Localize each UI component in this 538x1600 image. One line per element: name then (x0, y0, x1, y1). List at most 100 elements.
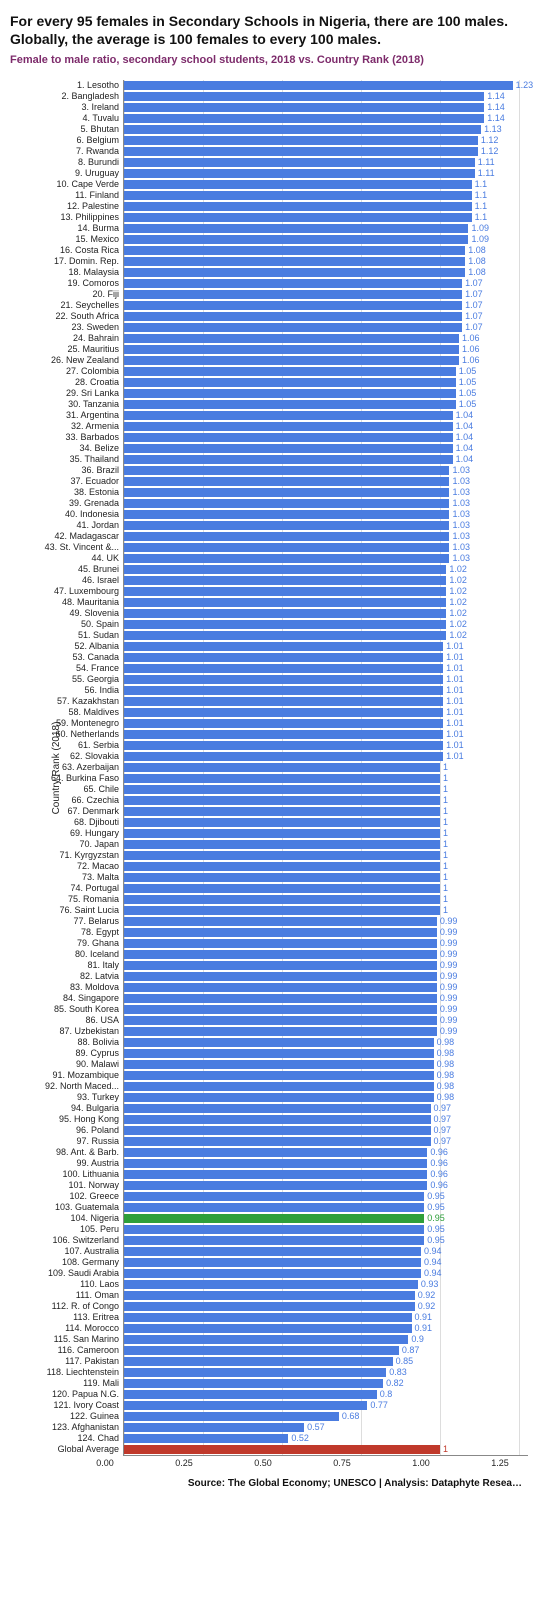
bar-label: 95. Hong Kong (28, 1114, 123, 1125)
bar (124, 1159, 427, 1168)
bar-label: 81. Italy (28, 960, 123, 971)
bar (124, 675, 443, 684)
bar-value: 1 (443, 795, 448, 806)
bar-value: 0.95 (427, 1213, 445, 1224)
bar-value: 0.94 (424, 1246, 442, 1257)
bar-label: 34. Belize (28, 443, 123, 454)
bar-value: 1 (443, 817, 448, 828)
bar-value: 1.02 (449, 608, 467, 619)
bar-value: 0.91 (415, 1323, 433, 1334)
bar (124, 1170, 427, 1179)
bar-label: 96. Poland (28, 1125, 123, 1136)
bar (124, 1038, 434, 1047)
bar-value: 1 (443, 806, 448, 817)
bar-value: 1 (443, 762, 448, 773)
bar (124, 1269, 421, 1278)
bar-label: 27. Colombia (28, 366, 123, 377)
bar-value: 0.52 (291, 1433, 309, 1444)
bar-label: 4. Tuvalu (28, 113, 123, 124)
bar (124, 1082, 434, 1091)
bar (124, 1181, 427, 1190)
bar-label: 45. Brunei (28, 564, 123, 575)
bar (124, 169, 475, 178)
bar-value: 0.96 (430, 1147, 448, 1158)
bar (124, 1192, 424, 1201)
bar-value: 1.02 (449, 564, 467, 575)
bar-value: 1.03 (452, 465, 470, 476)
bar-value: 1.03 (452, 509, 470, 520)
bar-value: 1.1 (475, 179, 488, 190)
bar-label: 71. Kyrgyzstan (28, 850, 123, 861)
bar-value: 1 (443, 1444, 448, 1455)
bar (124, 81, 513, 90)
bar-value: 1.07 (465, 278, 483, 289)
bar (124, 686, 443, 695)
bar (124, 807, 440, 816)
bar-value: 1.02 (449, 630, 467, 641)
bar (124, 1324, 412, 1333)
bar-label: 46. Israel (28, 575, 123, 586)
bar (124, 1379, 383, 1388)
bar-label: 43. St. Vincent &... (28, 542, 123, 553)
bar-value: 1.11 (478, 168, 495, 179)
bar-value: 1.1 (475, 201, 488, 212)
bar (124, 1115, 431, 1124)
bar-label: 14. Burma (28, 223, 123, 234)
x-tick-label: 0.25 (175, 1458, 193, 1468)
bar-value: 1.05 (459, 388, 477, 399)
bar (124, 1049, 434, 1058)
bar (124, 961, 437, 970)
bar (124, 279, 462, 288)
bar (124, 1137, 431, 1146)
bar (124, 1214, 424, 1223)
bar-value: 1 (443, 828, 448, 839)
bar (124, 862, 440, 871)
bar-label: 88. Bolivia (28, 1037, 123, 1048)
bar-value: 1.08 (468, 267, 486, 278)
bar-label: 78. Egypt (28, 927, 123, 938)
bar (124, 543, 449, 552)
bar-value: 1.08 (468, 245, 486, 256)
x-axis: 0.000.250.500.751.001.25 (105, 1456, 500, 1472)
bar-label: 108. Germany (28, 1257, 123, 1268)
bar (124, 1247, 421, 1256)
bar-value: 0.98 (437, 1081, 455, 1092)
bar (124, 1148, 427, 1157)
bar (124, 1093, 434, 1102)
bar-value: 0.57 (307, 1422, 325, 1433)
bar-label: 58. Maldives (28, 707, 123, 718)
bar-value: 1.02 (449, 575, 467, 586)
bar-label: 52. Albania (28, 641, 123, 652)
bar-label: 1. Lesotho (28, 80, 123, 91)
bar-label: 110. Laos (28, 1279, 123, 1290)
bar (124, 1027, 437, 1036)
bar-value: 1.05 (459, 377, 477, 388)
bar-label: 26. New Zealand (28, 355, 123, 366)
bar-value: 0.94 (424, 1268, 442, 1279)
bar-value: 1.02 (449, 586, 467, 597)
bar-value: 0.99 (440, 949, 458, 960)
bar (124, 1071, 434, 1080)
bar-value: 0.77 (370, 1400, 388, 1411)
bar-label: 76. Saint Lucia (28, 905, 123, 916)
bar (124, 950, 437, 959)
bar (124, 400, 456, 409)
bar-value: 0.87 (402, 1345, 420, 1356)
bar-label: 66. Czechia (28, 795, 123, 806)
bar-label: 21. Seychelles (28, 300, 123, 311)
bar-label: 93. Turkey (28, 1092, 123, 1103)
bar-label: 37. Ecuador (28, 476, 123, 487)
bar-label: 80. Iceland (28, 949, 123, 960)
bar-value: 0.99 (440, 982, 458, 993)
bar (124, 455, 453, 464)
bar-value: 0.9 (411, 1334, 424, 1345)
bar-label: 40. Indonesia (28, 509, 123, 520)
bar-label: 122. Guinea (28, 1411, 123, 1422)
bar-value: 0.82 (386, 1378, 404, 1389)
bar-value: 1.06 (462, 344, 480, 355)
bar (124, 598, 446, 607)
bar-value: 1.04 (456, 410, 474, 421)
bar (124, 763, 440, 772)
bar-label: 97. Russia (28, 1136, 123, 1147)
bar-value: 1.01 (446, 652, 464, 663)
